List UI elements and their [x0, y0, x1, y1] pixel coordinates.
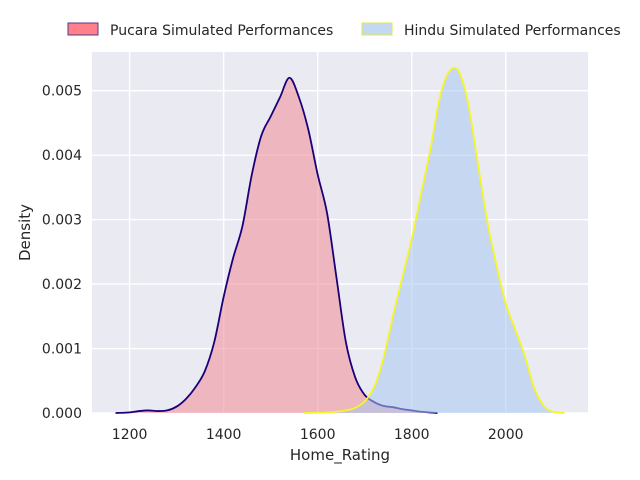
y-tick-label: 0.000 [42, 406, 82, 422]
y-tick-label: 0.005 [42, 84, 82, 100]
legend: Pucara Simulated Performances Hindu Simul… [67, 22, 621, 39]
tick-labels: 1200 1400 1600 1800 2000 0.000 0.001 0.002 0.003… [42, 84, 524, 443]
pucara-legend-label: Pucara Simulated Performances [110, 23, 333, 39]
x-tick-label: 1200 [112, 427, 148, 443]
series-layer [115, 66, 565, 414]
y-tick-label: 0.001 [42, 342, 82, 358]
y-axis-label: Density [16, 204, 34, 261]
x-axis-label: Home_Rating [290, 446, 390, 465]
hindu-density-fill [303, 67, 565, 413]
x-tick-label: 1600 [300, 427, 336, 443]
hindu-legend-label: Hindu Simulated Performances [404, 23, 621, 39]
y-tick-label: 0.002 [42, 277, 82, 293]
y-tick-label: 0.003 [42, 213, 82, 229]
hindu-legend-swatch [361, 22, 393, 36]
x-tick-label: 1400 [206, 427, 242, 443]
hindu-density-line [303, 66, 565, 414]
x-tick-label: 2000 [488, 427, 524, 443]
pucara-legend-swatch [67, 22, 99, 36]
x-tick-label: 1800 [394, 427, 430, 443]
pucara-density-fill [115, 77, 438, 414]
y-tick-label: 0.004 [42, 148, 82, 164]
